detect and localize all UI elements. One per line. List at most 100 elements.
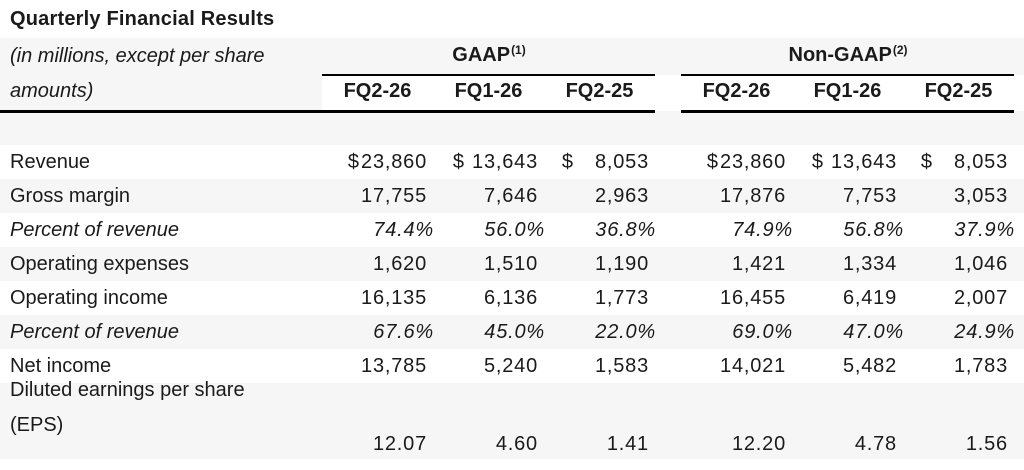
row-label: Percent of revenue	[10, 320, 179, 343]
value-cell: 12.07	[372, 433, 427, 455]
bottom-padding	[0, 459, 1024, 470]
currency-symbol: $	[811, 150, 824, 173]
currency-symbol: $	[920, 150, 932, 173]
value-cell: 7,646	[483, 184, 538, 207]
col-header-gaap-fq2-26: FQ2-26	[322, 74, 433, 113]
eps-label-line2: (EPS)	[10, 414, 64, 436]
row-label: Net income	[10, 354, 112, 377]
page-title: Quarterly Financial Results	[10, 7, 275, 30]
value-cell: 69.0%	[732, 320, 793, 343]
value-cell: 1,046	[953, 252, 1008, 275]
value-cell: 1,773	[594, 286, 649, 309]
value-cell: 13,785	[361, 354, 427, 377]
value-cell: 6,419	[842, 286, 897, 309]
currency-symbol: $	[706, 150, 719, 173]
value-cell: 5,240	[483, 354, 538, 377]
group-gap	[655, 373, 681, 466]
value-cell: 2,007	[953, 286, 1008, 309]
table-row-percent-of-revenue: Percent of revenue 74.4% 56.0% 36.8% 74.…	[0, 213, 1024, 247]
group-gap	[655, 75, 681, 111]
gaap-label: GAAP	[452, 44, 511, 66]
spacer-row	[0, 111, 1024, 145]
currency-symbol: $	[347, 150, 360, 173]
value-cell: 2,963	[594, 184, 649, 207]
column-group-gaap: GAAP (1)	[322, 37, 655, 76]
value-cell: 6,136	[483, 286, 538, 309]
table-row-operating-expenses: Operating expenses 1,620 1,510 1,190 1,4…	[0, 247, 1024, 281]
value-cell: 12.20	[731, 433, 786, 455]
table-row-net-income: Net income 13,785 5,240 1,583 14,021 5,4…	[0, 349, 1024, 383]
value-cell: 5,482	[842, 354, 897, 377]
row-label: Operating income	[10, 286, 168, 309]
value-cell: 1,620	[372, 252, 427, 275]
value-cell: 1,334	[842, 252, 897, 275]
currency-symbol: $	[452, 150, 465, 173]
value-cell: 56.0%	[484, 218, 545, 241]
table-row-revenue: Revenue $23,860 $13,643 $8,053 $23,860 $…	[0, 145, 1024, 179]
table-row-operating-income: Operating income 16,135 6,136 1,773 16,4…	[0, 281, 1024, 315]
value-cell: 16,455	[720, 286, 786, 309]
group-header-row: (in millions, except per share GAAP (1) N…	[0, 37, 1024, 76]
table-row-diluted-eps: Diluted earnings per share (EPS) 12.07 4…	[0, 379, 1024, 459]
value-cell: 4.78	[854, 433, 897, 455]
group-gap	[655, 179, 681, 213]
column-group-non-gaap: Non-GAAP (2)	[681, 37, 1014, 76]
value-cell: 47.0%	[843, 320, 904, 343]
value-cell: 74.4%	[373, 218, 434, 241]
value-cell: $13,643	[811, 150, 897, 173]
currency-symbol: $	[561, 150, 573, 173]
group-gap	[655, 281, 681, 315]
period-header-row: amounts) FQ2-26 FQ1-26 FQ2-25 FQ2-26 FQ1…	[0, 73, 1024, 113]
value-cell: 17,876	[720, 184, 786, 207]
value-cell: 1,421	[731, 252, 786, 275]
col-header-non-gaap-fq1-26: FQ1-26	[792, 74, 903, 113]
value-cell: $23,860	[347, 150, 427, 173]
col-header-gaap-fq2-25: FQ2-25	[544, 74, 655, 113]
value-cell: 1.41	[606, 433, 649, 455]
col-header-non-gaap-fq2-25: FQ2-25	[903, 74, 1014, 113]
value-cell: 1,510	[483, 252, 538, 275]
value-cell: 22.0%	[595, 320, 656, 343]
non-gaap-footnote-marker: (2)	[892, 42, 908, 57]
group-gap	[655, 247, 681, 281]
value-cell: 1,783	[953, 354, 1008, 377]
value-cell: 74.9%	[732, 218, 793, 241]
value-cell: 17,755	[361, 184, 427, 207]
row-label: Gross margin	[10, 184, 131, 207]
col-header-gaap-fq1-26: FQ1-26	[433, 74, 544, 113]
value-cell: $13,643	[452, 150, 538, 173]
gaap-footnote-marker: (1)	[511, 42, 526, 57]
group-gap	[655, 38, 681, 75]
group-gap	[655, 213, 681, 247]
table-row-gross-margin: Gross margin 17,755 7,646 2,963 17,876 7…	[0, 179, 1024, 213]
non-gaap-label: Non-GAAP	[788, 44, 892, 66]
value-cell: 7,753	[842, 184, 897, 207]
row-label: Diluted earnings per share (EPS)	[0, 370, 322, 466]
eps-label-line1: Diluted earnings per share	[10, 379, 245, 401]
row-label: Operating expenses	[10, 252, 190, 275]
title-row: Quarterly Financial Results	[0, 0, 1024, 38]
value-cell: 3,053	[953, 184, 1008, 207]
subtitle-line1: (in millions, except per share	[10, 45, 265, 67]
row-label: Revenue	[10, 150, 91, 173]
value-cell: 16,135	[361, 286, 427, 309]
value-cell: 14,021	[720, 354, 786, 377]
value-cell: 37.9%	[954, 218, 1015, 241]
group-gap	[655, 145, 681, 179]
value-cell: 67.6%	[373, 320, 434, 343]
value-cell: 1,583	[594, 354, 649, 377]
subtitle-line2: amounts)	[0, 73, 322, 113]
value-cell: 36.8%	[595, 218, 656, 241]
row-label: Percent of revenue	[10, 218, 179, 241]
value-cell: 24.9%	[954, 320, 1015, 343]
value-cell: 1.56	[965, 433, 1008, 455]
table-row-percent-of-revenue: Percent of revenue 67.6% 45.0% 22.0% 69.…	[0, 315, 1024, 349]
value-cell: $8,053	[561, 150, 649, 173]
value-cell: 4.60	[495, 433, 538, 455]
value-cell: 1,190	[594, 252, 649, 275]
value-cell: $23,860	[706, 150, 786, 173]
value-cell: 56.8%	[843, 218, 904, 241]
group-gap	[655, 315, 681, 349]
value-cell: $8,053	[920, 150, 1008, 173]
